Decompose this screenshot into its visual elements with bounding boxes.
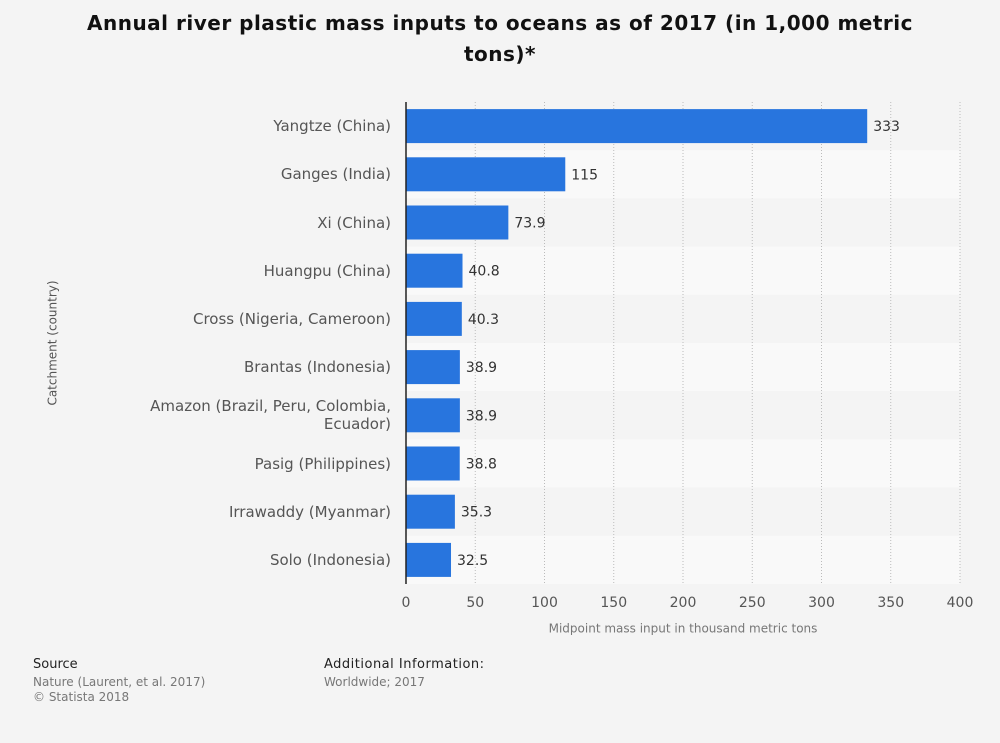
y-tick-label: Cross (Nigeria, Cameroon) xyxy=(193,309,391,328)
value-label: 35.3 xyxy=(461,505,492,521)
bar xyxy=(406,301,462,336)
x-tick-label: 350 xyxy=(877,595,904,611)
bar xyxy=(406,157,566,192)
y-axis-label: Catchment (country) xyxy=(46,280,60,405)
x-tick-label: 150 xyxy=(600,595,627,611)
source-line: Nature (Laurent, et al. 2017) xyxy=(33,675,206,689)
y-tick-label: Irrawaddy (Myanmar) xyxy=(228,502,391,521)
x-tick-label: 100 xyxy=(531,595,558,611)
x-axis-label: Midpoint mass input in thousand metric t… xyxy=(549,622,818,636)
value-label: 115 xyxy=(571,167,598,183)
bar xyxy=(406,253,463,288)
bar xyxy=(406,109,868,144)
value-label: 32.5 xyxy=(457,553,488,569)
value-label: 38.8 xyxy=(466,457,497,473)
value-label: 38.9 xyxy=(466,408,497,424)
bar xyxy=(406,446,460,481)
x-tick-label: 250 xyxy=(739,595,766,611)
info-line: Worldwide; 2017 xyxy=(324,675,425,689)
y-tick-label: Brantas (Indonesia) xyxy=(243,358,391,377)
bar xyxy=(406,350,460,385)
bar xyxy=(406,542,452,577)
info-title: Additional Information: xyxy=(324,657,485,672)
y-tick-label: Solo (Indonesia) xyxy=(269,550,391,569)
y-tick-label: Yangtze (China) xyxy=(273,117,391,136)
value-label: 73.9 xyxy=(514,216,545,232)
bar xyxy=(406,205,509,240)
value-label: 38.9 xyxy=(466,360,497,376)
y-tick-label: Ganges (India) xyxy=(280,165,391,184)
bar xyxy=(406,398,460,433)
x-tick-label: 0 xyxy=(402,595,411,611)
y-tick-label: Huangpu (China) xyxy=(263,261,391,280)
x-tick-label: 200 xyxy=(670,595,697,611)
value-label: 40.3 xyxy=(468,312,499,328)
chart-title: Annual river plastic mass inputs to ocea… xyxy=(86,11,914,66)
value-label: 40.8 xyxy=(469,264,500,280)
source-title: Source xyxy=(33,657,78,672)
bar xyxy=(406,494,455,529)
y-tick-label: Xi (China) xyxy=(317,213,391,232)
x-tick-label: 300 xyxy=(808,595,835,611)
value-label: 333 xyxy=(873,119,900,135)
x-tick-label: 50 xyxy=(466,595,484,611)
x-tick-label: 400 xyxy=(947,595,974,611)
y-tick-label: Pasig (Philippines) xyxy=(254,454,391,473)
source-line: © Statista 2018 xyxy=(33,690,130,704)
y-tick-label: Amazon (Brazil, Peru, Colombia, Ecuador) xyxy=(150,397,391,434)
